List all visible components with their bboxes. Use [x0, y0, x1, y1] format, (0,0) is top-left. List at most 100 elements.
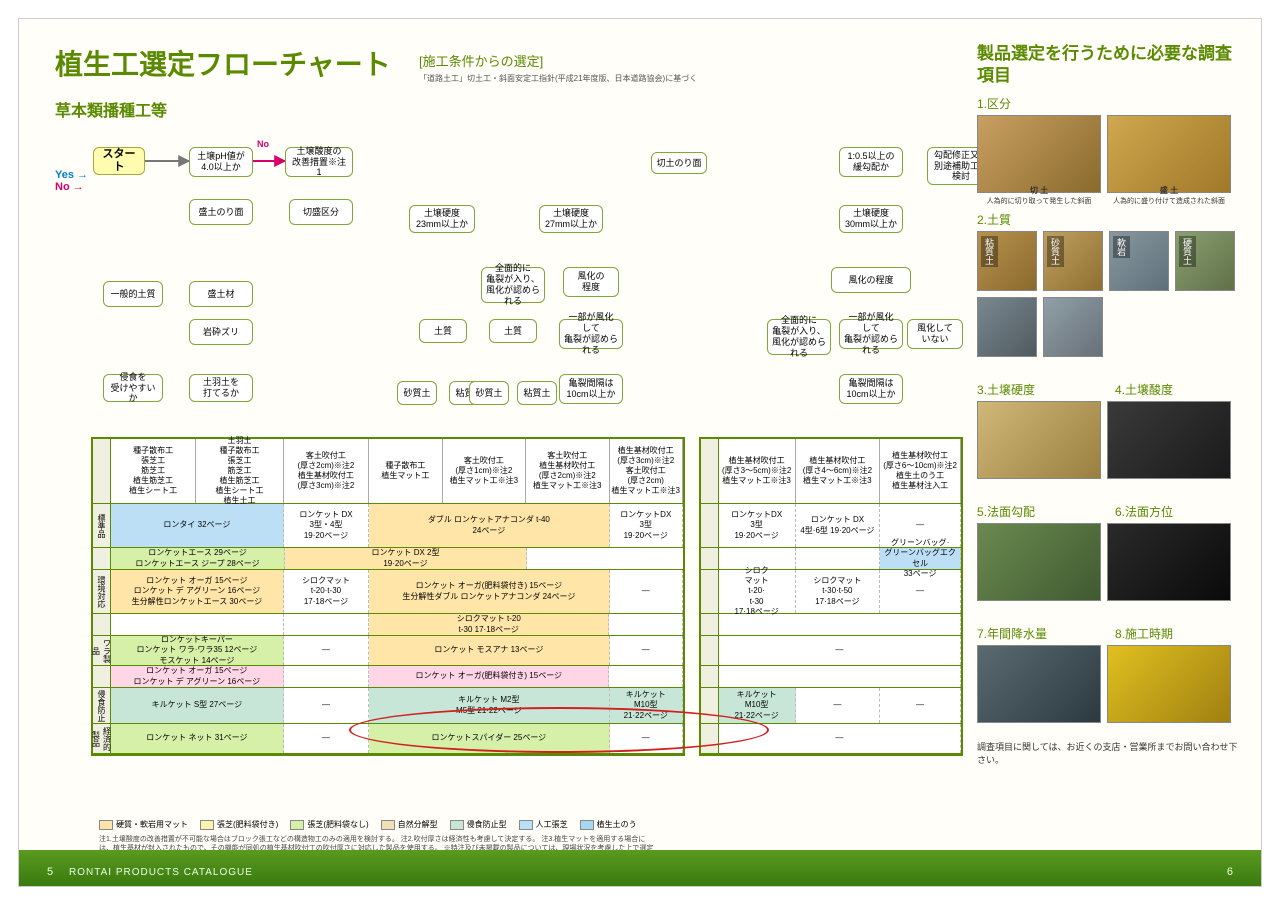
thumb — [977, 523, 1101, 601]
node-crack10b: 亀裂間隔は 10cm以上か — [839, 374, 903, 404]
rpanel-sub: 2.土質 — [977, 211, 1239, 228]
node-sand_l: 砂質土 — [397, 381, 437, 405]
node-weath_deg2: 風化の程度 — [831, 267, 911, 293]
node-weath_deg: 風化の 程度 — [563, 267, 619, 297]
table-cell: グリーンバッグ· グリーンバッグエクセル 33ページ — [880, 548, 961, 569]
node-partial_weather: 一部が風化して 亀裂が認められる — [559, 319, 623, 349]
node-crack_all: 全面的に 亀裂が入り、 風化が認められる — [481, 267, 545, 303]
legend-item: 侵食防止型 — [450, 819, 507, 830]
thumb — [977, 401, 1101, 479]
table-cell: ロンケットDX 3型 19·20ページ — [610, 504, 684, 547]
legend-item: 硬質・軟岩用マット — [99, 819, 188, 830]
yes-no-legend: Yes → No → — [55, 169, 88, 193]
node-start: スタート — [93, 147, 145, 175]
node-soil_r: 土質 — [489, 319, 537, 343]
table-cell — [111, 614, 284, 635]
node-rock_debris: 岩砕ズリ — [189, 319, 253, 345]
row-label: 経済的製品 — [93, 724, 111, 753]
table-cell — [284, 614, 369, 635]
table-cell: ロンケットエース 29ページ ロンケットエース ジープ 28ページ — [111, 548, 285, 569]
legend-item: 人工張芝 — [519, 819, 568, 830]
node-crack_all2: 全面的に 亀裂が入り、 風化が認められる — [767, 319, 831, 355]
table-cell: ロンケット ネット 31ページ — [111, 724, 284, 753]
table-header: 客土吹付工 (厚さ1cm)※注2 植生マット工※注3 — [443, 439, 526, 503]
row-label: 環境対応 — [93, 570, 111, 613]
node-acid: 土壌酸度の 改善措置※注1 — [285, 147, 353, 177]
highlight-ellipse — [349, 707, 769, 753]
node-cut_fill: 切盛区分 — [289, 199, 353, 225]
table-cell: シロクマット t-20·t-30 17·18ページ — [284, 570, 369, 613]
row-label — [701, 570, 719, 613]
table-cell — [719, 666, 961, 687]
row-label — [701, 548, 719, 569]
legend-item: 植生土のう — [580, 819, 637, 830]
table-cell: ロンケット DX 3型・4型 19·20ページ — [284, 504, 369, 547]
table-cell: — — [610, 636, 684, 665]
thumb — [1107, 645, 1231, 723]
table-cell — [284, 666, 369, 687]
rpanel-sub: 6.法面方位 — [1115, 503, 1239, 520]
catalogue-label: RONTAI PRODUCTS CATALOGUE — [69, 867, 253, 878]
table-cell: ダブル ロンケットアナコンダ t-40 24ページ — [369, 504, 609, 547]
table-cell: — — [796, 688, 881, 723]
node-no_weather: 風化して いない — [907, 319, 963, 349]
table-header: 植生基材吹付工 (厚さ6〜10cm)※注2 植生土のう工 植生基材注入工 — [880, 439, 961, 503]
rpanel-sub: 7.年間降水量 — [977, 625, 1101, 642]
page-title: 植生工選定フローチャート — [55, 43, 391, 83]
table-header: 植生基材吹付工 (厚さ3〜5cm)※注2 植生マット工※注3 — [719, 439, 796, 503]
table-cell: シロク マット t-20· t-30 17·18ページ — [719, 570, 796, 613]
table-cell: ロンケットDX 3型 19·20ページ — [719, 504, 796, 547]
product-table-right: 植生基材吹付工 (厚さ3〜5cm)※注2 植生マット工※注3植生基材吹付工 (厚… — [699, 437, 963, 756]
thumb: 軟岩 — [1109, 231, 1169, 291]
thumb — [1043, 297, 1103, 357]
table-cell: — — [880, 688, 961, 723]
node-clay_r: 粘質土 — [517, 381, 557, 405]
table-header: 土羽土 種子散布工 張芝工 筋芝工 植生筋芝工 植生シート工 植生土工 — [196, 439, 283, 503]
thumb: 粘質土 — [977, 231, 1037, 291]
thumb — [1107, 523, 1231, 601]
node-soil_gen: 一般的土質 — [103, 281, 163, 307]
rpanel-sub: 1.区分 — [977, 95, 1239, 112]
svg-text:No: No — [257, 139, 269, 149]
table-cell: — — [880, 570, 961, 613]
thumb — [977, 297, 1037, 357]
node-fill_slope: 盛土のり面 — [189, 199, 253, 225]
row-label: 侵食防止 — [93, 688, 111, 723]
color-legend: 硬質・軟岩用マット張芝(肥料袋付き)張芝(肥料袋なし)自然分解型侵食防止型人工張… — [99, 819, 637, 830]
table-cell: ロンケットキーパー ロンケット ワラ·ワラ35 12ページ モスケット 14ペー… — [111, 636, 284, 665]
row-label: ワラ製品 — [93, 636, 111, 665]
table-cell: — — [284, 636, 369, 665]
table-cell: — — [610, 570, 684, 613]
page: 植生工選定フローチャート [施工条件からの選定] 「道路土工」切土工・斜面安定工… — [18, 18, 1262, 887]
rpanel-title: 製品選定を行うために必要な調査項目 — [977, 43, 1239, 87]
row-label — [701, 636, 719, 665]
node-crack10: 亀裂間隔は 10cm以上か — [559, 374, 623, 404]
page-subtitle: [施工条件からの選定] — [419, 51, 543, 70]
thumb — [1107, 401, 1231, 479]
table-cell: ロンケット モスアナ 13ページ — [369, 636, 609, 665]
source-note: 「道路土工」切土工・斜面安定工指針(平成21年度版、日本道路協会)に基づく — [419, 73, 697, 84]
row-label — [93, 666, 111, 687]
table-header: 植生基材吹付工 (厚さ4〜6cm)※注2 植生マット工※注3 — [796, 439, 881, 503]
table-cell: シロクマット t-20 t-30 17·18ページ — [369, 614, 609, 635]
table-cell: キルケット S型 27ページ — [111, 688, 284, 723]
node-hard23: 土壌硬度 23mm以上か — [409, 205, 475, 233]
rpanel-sub: 8.施工時期 — [1115, 625, 1239, 642]
table-cell — [609, 666, 683, 687]
table-header: 種子散布工 植生マット工 — [369, 439, 443, 503]
thumb: 砂質土 — [1043, 231, 1103, 291]
node-ph: 土壌pH値が 4.0以上か — [189, 147, 253, 177]
table-cell: ロンケット DX 4型·6型 19·20ページ — [796, 504, 881, 547]
table-cell: — — [719, 636, 961, 665]
row-label: 標準品 — [93, 504, 111, 547]
row-label — [701, 666, 719, 687]
table-header: 種子散布工 張芝工 筋芝工 植生筋芝工 植生シート工 — [111, 439, 196, 503]
thumb: 盛 土人為的に盛り付けて造成された斜面 — [1107, 115, 1231, 193]
table-header: 植生基材吹付工 (厚さ3cm)※注2 客土吹付工 (厚さ2cm) 植生マット工※… — [610, 439, 684, 503]
table-cell — [719, 614, 961, 635]
table-cell: ロンケット オーガ(肥料袋付き) 15ページ 生分解性ダブル ロンケットアナコン… — [369, 570, 609, 613]
flowchart-arrows: NoYesNoYesYesNoYesNoYesYesNoYesNoNoYesYe… — [19, 19, 319, 169]
table-header: 客土吹付工 植生基材吹付工 (厚さ2cm)※注2 植生マット工※注3 — [526, 439, 609, 503]
node-erosion_q: 侵食を 受けやすいか — [103, 374, 163, 402]
page-number-left: 5 — [47, 866, 53, 878]
